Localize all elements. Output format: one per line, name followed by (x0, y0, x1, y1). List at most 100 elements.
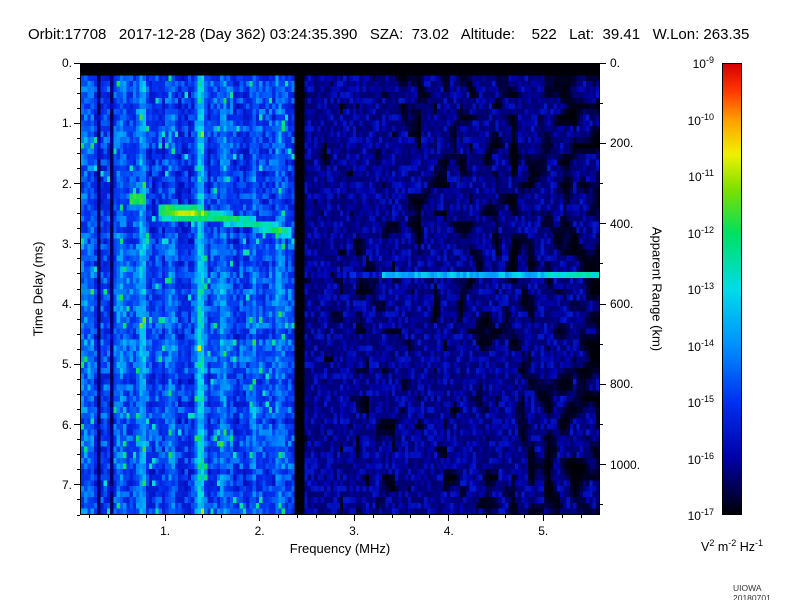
y2-axis-minor-tick (600, 343, 603, 345)
y2-tick-label: 200. (610, 136, 634, 151)
y-axis-minor-tick (77, 213, 80, 215)
x-axis-minor-tick (580, 515, 582, 518)
y2-axis-tick (600, 62, 606, 64)
y-axis-minor-tick (77, 198, 80, 200)
colorbar-tick-label: 10-11 (688, 168, 714, 184)
x-tick-label: 5. (538, 524, 549, 538)
colorbar-tick-label: 10-14 (687, 337, 714, 354)
y-axis-minor-tick (77, 92, 80, 94)
y-axis-minor-tick (77, 348, 80, 350)
y-tick-label: 2. (61, 176, 72, 191)
y-axis-minor-tick (77, 439, 80, 441)
y-axis-minor-tick (77, 454, 80, 456)
x-axis-tick (448, 515, 450, 521)
y2-axis-tick (600, 383, 606, 385)
y2-tick-label: 0. (610, 56, 621, 70)
colorbar-unit-label: V2 m-2 Hz-1 (700, 538, 764, 555)
watermark: UIOWA 20180701 (733, 583, 771, 600)
y-axis-minor-tick (77, 393, 80, 395)
x-axis-minor-tick (561, 515, 563, 518)
y-axis-minor-tick (77, 469, 80, 471)
y2-axis-minor-tick (600, 504, 603, 506)
x-axis-minor-tick (240, 515, 242, 518)
y-axis-minor-tick (77, 258, 80, 260)
y2-axis-minor-tick (600, 424, 603, 426)
colorbar-tick-label: 10-15 (687, 394, 714, 410)
x-axis-tick (353, 515, 355, 521)
y-axis-minor-tick (77, 318, 80, 320)
header-info: Orbit:17708 2017-12-28 (Day 362) 03:24:3… (28, 26, 750, 43)
y-axis-tick (74, 303, 80, 305)
x-axis-minor-tick (486, 515, 488, 518)
y2-axis-tick (600, 223, 606, 225)
x-axis-minor-tick (467, 515, 469, 518)
y-axis-tick (74, 363, 80, 365)
y-axis-title: Time Delay (ms) (30, 241, 46, 337)
y2-axis-tick (600, 303, 606, 305)
colorbar-tick-label: 10-13 (687, 281, 714, 297)
y2-axis-tick (600, 464, 606, 466)
y-axis-minor-tick (77, 288, 80, 290)
x-axis-tick (164, 515, 166, 521)
x-axis-minor-tick (504, 515, 506, 518)
x-axis-minor-tick (145, 515, 147, 518)
x-tick-label: 3. (349, 524, 360, 538)
x-axis-minor-tick (372, 515, 374, 518)
y-tick-label: 3. (61, 236, 72, 251)
y-tick-label: 7. (61, 477, 72, 492)
x-axis-minor-tick (107, 515, 109, 518)
y-axis-tick (74, 424, 80, 426)
y2-axis-minor-tick (600, 263, 603, 265)
x-axis-minor-tick (410, 515, 412, 518)
x-axis-minor-tick (315, 515, 317, 518)
x-axis-minor-tick (429, 515, 431, 518)
x-axis-minor-tick (126, 515, 128, 518)
plot-frame (80, 63, 600, 515)
x-axis-minor-tick (183, 515, 185, 518)
x-axis-minor-tick (523, 515, 525, 518)
colorbar-tick-label: 10-12 (687, 224, 714, 241)
y-axis-minor-tick (77, 333, 80, 335)
y2-tick-label: 400. (610, 216, 634, 231)
x-tick-label: 1. (160, 524, 171, 538)
y-axis-minor-tick (77, 409, 80, 411)
y2-axis-minor-tick (600, 102, 603, 104)
y-axis-minor-tick (77, 152, 80, 154)
y-axis-minor-tick (77, 378, 80, 380)
y-axis-minor-tick (77, 167, 80, 169)
colorbar-tick-label: 10-17 (687, 507, 714, 523)
x-axis-title: Frequency (MHz) (289, 541, 391, 556)
y-axis-minor-tick (77, 499, 80, 501)
y2-tick-label: 1000. (610, 457, 641, 472)
y-axis-tick (74, 183, 80, 185)
y2-axis-minor-tick (600, 183, 603, 185)
y-axis-minor-tick (77, 273, 80, 275)
x-axis-tick (259, 515, 261, 521)
y2-axis-tick (600, 142, 606, 144)
colorbar-tick-label: 10-10 (687, 111, 714, 128)
colorbar-tick-label: 10-16 (687, 450, 714, 467)
x-axis-minor-tick (334, 515, 336, 518)
x-axis-minor-tick (202, 515, 204, 518)
x-axis-minor-tick (296, 515, 298, 518)
colorbar (722, 63, 742, 515)
ionogram-heatmap (81, 64, 599, 514)
y-axis-minor-tick (77, 514, 80, 516)
x-axis-minor-tick (278, 515, 280, 518)
x-tick-label: 2. (254, 524, 265, 538)
y-axis-tick (74, 243, 80, 245)
y-axis-minor-tick (77, 77, 80, 79)
x-axis-tick (542, 515, 544, 521)
y-tick-label: 6. (61, 417, 72, 432)
y-axis-minor-tick (77, 228, 80, 230)
y2-tick-label: 800. (610, 377, 634, 392)
y-axis-minor-tick (77, 107, 80, 109)
y-tick-label: 4. (61, 297, 72, 312)
y-axis-minor-tick (77, 137, 80, 139)
x-axis-minor-tick (88, 515, 90, 518)
y-tick-label: 1. (61, 116, 72, 131)
y-tick-label: 0. (61, 56, 72, 70)
x-tick-label: 4. (443, 524, 454, 538)
y2-tick-label: 600. (610, 297, 634, 312)
